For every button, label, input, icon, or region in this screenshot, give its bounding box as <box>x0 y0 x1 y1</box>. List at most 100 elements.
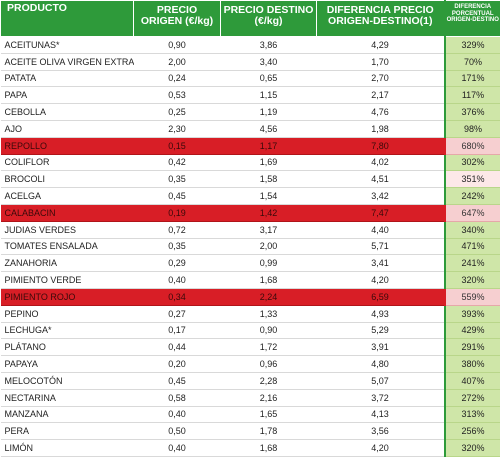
diferencia-porcentual-cell: 340% <box>445 221 500 238</box>
diferencia-porcentual-cell: 680% <box>445 137 500 154</box>
precio-origen-cell: 0,50 <box>134 423 221 440</box>
product-name-cell: TOMATES ENSALADA <box>1 238 134 255</box>
precio-origen-cell: 0,72 <box>134 221 221 238</box>
diferencia-cell: 3,42 <box>317 188 445 205</box>
precio-destino-cell: 0,96 <box>221 356 317 373</box>
precio-destino-cell: 1,69 <box>221 154 317 171</box>
product-name-cell: AJO <box>1 120 134 137</box>
diferencia-porcentual-cell: 393% <box>445 305 500 322</box>
diferencia-cell: 4,29 <box>317 37 445 54</box>
diferencia-cell: 4,40 <box>317 221 445 238</box>
product-name-cell: PEPINO <box>1 305 134 322</box>
product-name-cell: NECTARINA <box>1 389 134 406</box>
diferencia-porcentual-cell: 256% <box>445 423 500 440</box>
precio-origen-cell: 0,34 <box>134 288 221 305</box>
product-name-cell: MELOCOTÓN <box>1 372 134 389</box>
precio-origen-cell: 0,40 <box>134 440 221 457</box>
product-name-cell: LECHUGA* <box>1 322 134 339</box>
diferencia-porcentual-cell: 320% <box>445 272 500 289</box>
precio-origen-cell: 0,19 <box>134 204 221 221</box>
header-diferencia: DIFERENCIA PRECIO ORIGEN-DESTINO(1) <box>317 1 445 37</box>
precio-origen-cell: 0,90 <box>134 37 221 54</box>
precio-destino-cell: 2,16 <box>221 389 317 406</box>
precio-origen-cell: 0,27 <box>134 305 221 322</box>
product-name-cell: LIMÓN <box>1 440 134 457</box>
precio-destino-cell: 1,15 <box>221 87 317 104</box>
precio-origen-cell: 0,40 <box>134 406 221 423</box>
diferencia-porcentual-cell: 471% <box>445 238 500 255</box>
diferencia-cell: 4,20 <box>317 272 445 289</box>
diferencia-porcentual-cell: 241% <box>445 255 500 272</box>
precio-destino-cell: 1,78 <box>221 423 317 440</box>
header-producto: PRODUCTO <box>1 1 134 37</box>
precio-origen-cell: 2,00 <box>134 53 221 70</box>
precio-destino-cell: 1,58 <box>221 171 317 188</box>
precio-destino-cell: 1,42 <box>221 204 317 221</box>
diferencia-cell: 5,71 <box>317 238 445 255</box>
precio-origen-cell: 0,15 <box>134 137 221 154</box>
diferencia-porcentual-cell: 429% <box>445 322 500 339</box>
precio-origen-cell: 0,20 <box>134 356 221 373</box>
diferencia-porcentual-cell: 559% <box>445 288 500 305</box>
product-name-cell: COLIFLOR <box>1 154 134 171</box>
precio-origen-cell: 0,35 <box>134 238 221 255</box>
precio-origen-cell: 0,40 <box>134 272 221 289</box>
precio-destino-cell: 2,24 <box>221 288 317 305</box>
diferencia-porcentual-cell: 272% <box>445 389 500 406</box>
diferencia-cell: 4,51 <box>317 171 445 188</box>
product-name-cell: PIMIENTO ROJO <box>1 288 134 305</box>
diferencia-porcentual-cell: 291% <box>445 339 500 356</box>
diferencia-cell: 3,91 <box>317 339 445 356</box>
precio-destino-cell: 1,54 <box>221 188 317 205</box>
diferencia-porcentual-cell: 70% <box>445 53 500 70</box>
diferencia-porcentual-cell: 407% <box>445 372 500 389</box>
precio-destino-cell: 0,90 <box>221 322 317 339</box>
precio-destino-cell: 1,33 <box>221 305 317 322</box>
precio-origen-cell: 0,24 <box>134 70 221 87</box>
diferencia-porcentual-cell: 117% <box>445 87 500 104</box>
precio-destino-cell: 1,17 <box>221 137 317 154</box>
precio-destino-cell: 1,65 <box>221 406 317 423</box>
diferencia-cell: 3,41 <box>317 255 445 272</box>
product-name-cell: PLÁTANO <box>1 339 134 356</box>
precio-origen-cell: 0,29 <box>134 255 221 272</box>
diferencia-cell: 5,07 <box>317 372 445 389</box>
diferencia-porcentual-cell: 380% <box>445 356 500 373</box>
product-name-cell: PERA <box>1 423 134 440</box>
product-name-cell: ACELGA <box>1 188 134 205</box>
precio-destino-cell: 0,99 <box>221 255 317 272</box>
precio-origen-cell: 0,44 <box>134 339 221 356</box>
product-name-cell: PATATA <box>1 70 134 87</box>
table-header: PRODUCTO PRECIO ORIGEN (€/kg) PRECIO DES… <box>1 1 500 37</box>
precio-destino-cell: 1,72 <box>221 339 317 356</box>
diferencia-cell: 5,29 <box>317 322 445 339</box>
product-name-cell: PAPAYA <box>1 356 134 373</box>
precio-destino-cell: 1,68 <box>221 272 317 289</box>
diferencia-porcentual-cell: 242% <box>445 188 500 205</box>
precio-destino-cell: 3,40 <box>221 53 317 70</box>
diferencia-cell: 4,80 <box>317 356 445 373</box>
diferencia-porcentual-cell: 376% <box>445 104 500 121</box>
precio-origen-cell: 0,25 <box>134 104 221 121</box>
diferencia-cell: 6,59 <box>317 288 445 305</box>
product-name-cell: PAPA <box>1 87 134 104</box>
diferencia-cell: 1,98 <box>317 120 445 137</box>
product-name-cell: BROCOLI <box>1 171 134 188</box>
